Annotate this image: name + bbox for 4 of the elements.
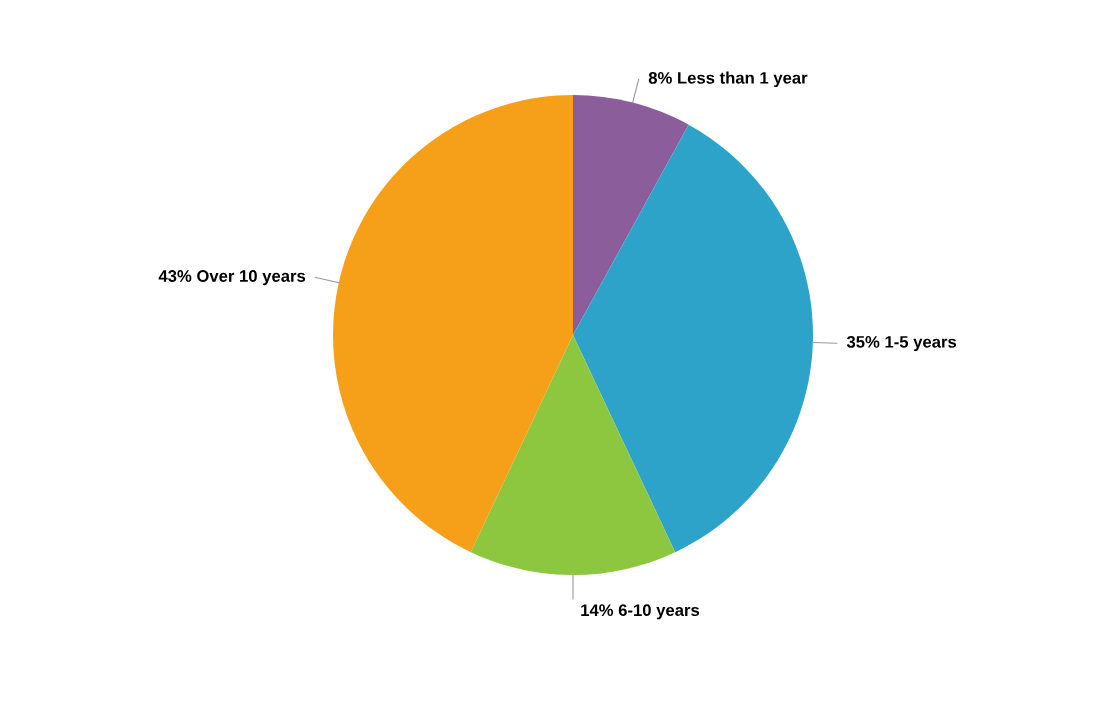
slice-label: 43% Over 10 years [158, 270, 306, 286]
slice-label: 14% 6-10 years [581, 604, 700, 620]
slice-label: 8% Less than 1 year [648, 71, 808, 88]
slice-label: 35% 1-5 years [846, 335, 957, 352]
